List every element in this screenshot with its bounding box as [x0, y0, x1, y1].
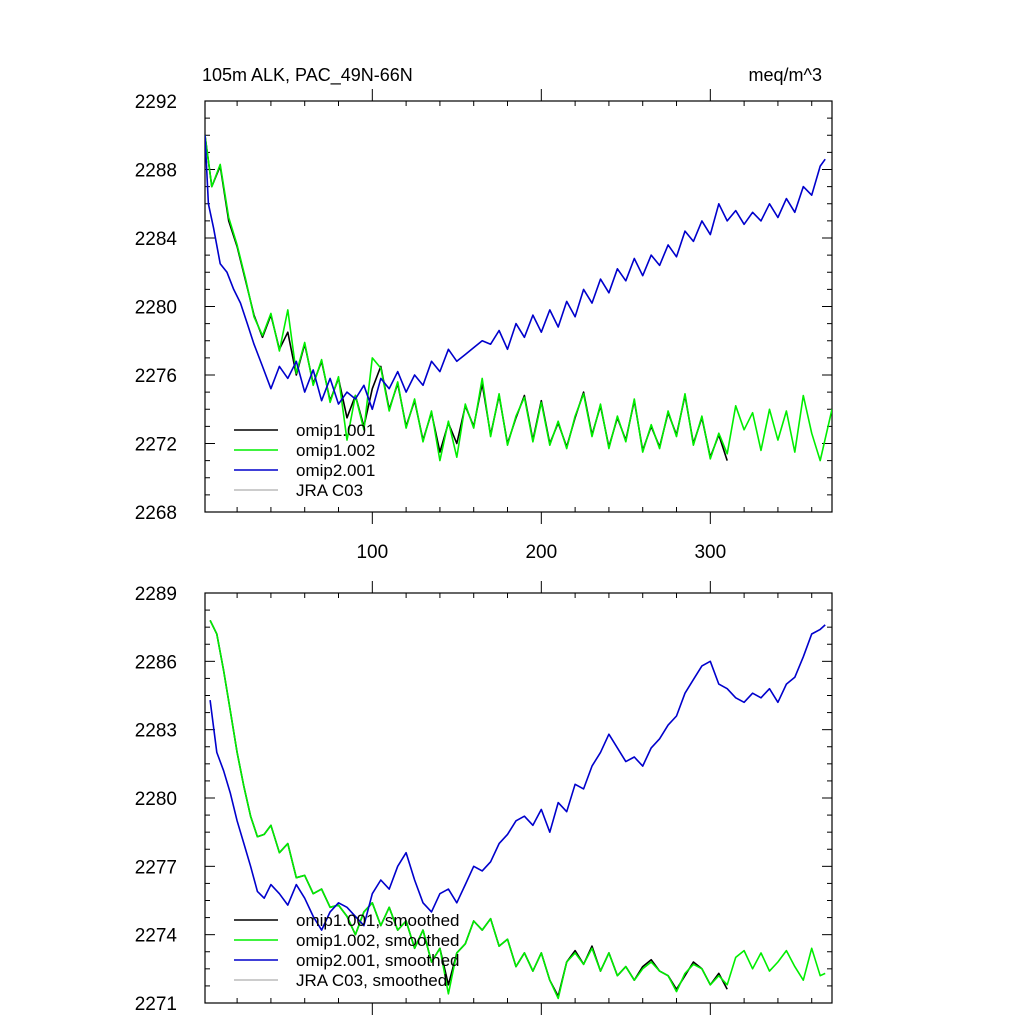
legend-label: omip1.001: [296, 421, 375, 440]
chart-title: 105m ALK, PAC_49N-66N: [202, 65, 413, 86]
series-line-0: [205, 135, 728, 461]
series-line-2: [209, 624, 826, 931]
y-tick-label: 2280: [135, 789, 177, 810]
x-tick-label: 200: [525, 542, 557, 563]
legend-label: JRA C03: [296, 481, 363, 500]
y-tick-label: 2276: [135, 366, 177, 387]
legend-label: omip1.002, smoothed: [296, 931, 460, 950]
series-line-1: [209, 619, 826, 1000]
y-tick-label: 2283: [135, 721, 177, 742]
top-panel: 2268 2272 2276 2280 2284 2288 2292 100 200 300 105…: [135, 65, 833, 563]
series-line-0: [209, 619, 728, 997]
bottom-panel: 2271 2274 2277 2280 2283 2286 2289 omip1.001, s…: [135, 581, 833, 1015]
series-line-2: [205, 135, 826, 411]
y-tick-label: 2274: [135, 926, 178, 947]
series-line-1: [205, 135, 832, 462]
y-tick-label: 2284: [135, 229, 178, 250]
y-tick-label: 2288: [135, 161, 177, 182]
legend-label: JRA C03, smoothed: [296, 971, 447, 990]
legend-label: omip2.001, smoothed: [296, 951, 460, 970]
series-group: [205, 135, 832, 462]
y-tick-label: 2280: [135, 298, 177, 319]
series-group: [209, 619, 826, 1000]
y-tick-label: 2292: [135, 92, 177, 113]
y-tick-label: 2271: [135, 994, 177, 1015]
legend-label: omip1.001, smoothed: [296, 911, 460, 930]
y-tick-label: 2277: [135, 857, 177, 878]
x-tick-label: 100: [356, 542, 388, 563]
y-tick-label: 2268: [135, 503, 177, 524]
y-tick-label: 2289: [135, 584, 177, 605]
y-tick-label: 2286: [135, 652, 177, 673]
units-label: meq/m^3: [749, 65, 822, 85]
legend-label: omip1.002: [296, 441, 375, 460]
legend-label: omip2.001: [296, 461, 375, 480]
y-tick-label: 2272: [135, 435, 177, 456]
x-tick-label: 300: [694, 542, 726, 563]
